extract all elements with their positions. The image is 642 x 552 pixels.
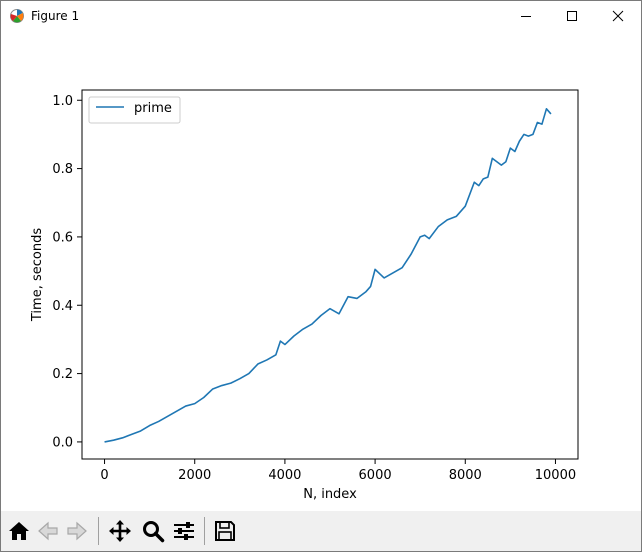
back-button[interactable] bbox=[34, 517, 62, 545]
window-title: Figure 1 bbox=[31, 9, 80, 23]
y-tick-label: 0.0 bbox=[52, 435, 73, 450]
pan-button[interactable] bbox=[106, 517, 134, 545]
x-axis-label: N, index bbox=[303, 487, 357, 502]
legend-label: prime bbox=[134, 101, 172, 116]
x-tick-label: 2000 bbox=[178, 468, 211, 483]
toolbar-separator bbox=[98, 517, 99, 545]
legend-box bbox=[88, 96, 181, 124]
minimize-button[interactable] bbox=[503, 1, 549, 31]
move-icon bbox=[109, 520, 131, 542]
matplotlib-icon bbox=[10, 9, 24, 23]
save-button[interactable] bbox=[211, 517, 239, 545]
x-tick-label: 8000 bbox=[449, 468, 482, 483]
y-tick-label: 1.0 bbox=[52, 94, 73, 109]
y-tick-label: 0.4 bbox=[52, 299, 73, 314]
home-button[interactable] bbox=[5, 517, 33, 545]
y-tick-label: 0.8 bbox=[52, 162, 73, 177]
x-tick-label: 6000 bbox=[359, 468, 392, 483]
sliders-icon bbox=[174, 522, 194, 540]
forward-arrow-icon bbox=[67, 521, 87, 541]
floppy-disk-icon bbox=[215, 521, 235, 541]
y-tick-label: 0.2 bbox=[52, 367, 73, 382]
legend: prime bbox=[88, 96, 181, 124]
series-line-prime bbox=[104, 107, 552, 443]
title-bar[interactable]: Figure 1 bbox=[1, 1, 641, 31]
back-arrow-icon bbox=[38, 521, 58, 541]
navigation-toolbar bbox=[1, 511, 641, 551]
configure-subplots-button[interactable] bbox=[170, 517, 198, 545]
maximize-button[interactable] bbox=[549, 1, 595, 31]
x-tick-label: 0 bbox=[100, 468, 108, 483]
axes-frame bbox=[81, 89, 579, 460]
maximize-icon bbox=[567, 11, 577, 21]
zoom-button[interactable] bbox=[139, 517, 167, 545]
close-icon bbox=[612, 10, 624, 22]
y-axis-label: Time, seconds bbox=[30, 228, 45, 322]
y-tick-label: 0.6 bbox=[52, 230, 73, 245]
home-icon bbox=[9, 522, 29, 540]
magnifier-icon bbox=[143, 521, 165, 543]
toolbar-separator bbox=[204, 517, 205, 545]
x-axis-ticks: 0 2000 4000 6000 8000 10000 bbox=[100, 459, 576, 483]
figure-canvas[interactable]: 0 2000 4000 6000 8000 10000 0.0 0.2 0.4 0.6 0.8 1.… bbox=[1, 31, 641, 511]
close-button[interactable] bbox=[595, 1, 641, 31]
x-tick-label: 10000 bbox=[535, 468, 576, 483]
x-tick-label: 4000 bbox=[268, 468, 301, 483]
y-axis-ticks: 0.0 0.2 0.4 0.6 0.8 1.0 bbox=[52, 94, 82, 450]
minimize-icon bbox=[521, 16, 531, 17]
forward-button[interactable] bbox=[63, 517, 91, 545]
line-chart: 0 2000 4000 6000 8000 10000 0.0 0.2 0.4 0.6 0.8 1.… bbox=[30, 89, 579, 502]
